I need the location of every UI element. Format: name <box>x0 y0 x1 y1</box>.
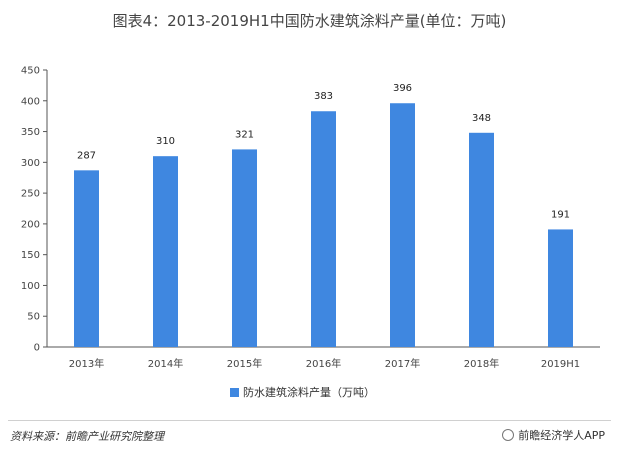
y-tick-label: 50 <box>27 312 40 323</box>
y-tick-label: 0 <box>34 343 40 354</box>
x-tick-label: 2017年 <box>385 357 420 370</box>
bar-value-label: 348 <box>472 113 491 124</box>
x-tick-label: 2014年 <box>148 357 183 370</box>
bar-value-label: 191 <box>551 209 570 220</box>
bar <box>311 111 336 348</box>
bar-chart: 0 50 100 150 200 250 300 350 400 450 287 310 321 383… <box>21 66 600 370</box>
x-tick-label: 2015年 <box>227 357 262 370</box>
brand-logo-icon <box>502 429 515 441</box>
y-tick-label: 350 <box>21 127 40 138</box>
brand-mark: 前瞻经济学人APP <box>502 427 605 443</box>
bar-value-label: 321 <box>235 129 254 140</box>
bar-value-label: 396 <box>393 83 412 94</box>
legend-label: 防水建筑涂料产量（万吨） <box>243 386 375 399</box>
y-tick-label: 150 <box>21 250 40 261</box>
x-tick-label: 2013年 <box>69 357 104 370</box>
bar <box>548 229 573 347</box>
y-tick-label: 250 <box>21 189 40 200</box>
bar <box>232 149 257 347</box>
chart-title: 图表4：2013-2019H1中国防水建筑涂料产量(单位：万吨) <box>112 12 507 30</box>
legend: 防水建筑涂料产量（万吨） <box>230 384 375 400</box>
bar-value-label: 287 <box>77 150 96 161</box>
x-tick-label: 2019H1 <box>541 359 580 370</box>
bar <box>469 132 494 347</box>
bars: 287 310 321 383 396 348 191 <box>74 83 573 348</box>
x-axis-ticks: 2013年 2014年 2015年 2016年 2017年 2018年 2019H1 <box>69 357 580 370</box>
x-tick-label: 2018年 <box>464 357 499 370</box>
y-tick-label: 200 <box>21 219 40 230</box>
y-tick-label: 100 <box>21 281 40 292</box>
y-tick-label: 300 <box>21 158 40 169</box>
legend-swatch <box>230 387 239 397</box>
bar-value-label: 310 <box>156 136 175 147</box>
bar <box>390 103 415 348</box>
y-tick-label: 450 <box>21 66 40 77</box>
bar-value-label: 383 <box>314 91 333 102</box>
y-tick-label: 400 <box>21 96 40 107</box>
source-note: 资料来源：前瞻产业研究院整理 <box>10 430 164 443</box>
bar <box>74 170 99 347</box>
brand-name: 前瞻经济学人APP <box>518 429 605 442</box>
x-tick-label: 2016年 <box>306 357 341 370</box>
bar <box>153 156 178 347</box>
footer-divider <box>8 420 611 421</box>
y-axis-ticks: 0 50 100 150 200 250 300 350 400 450 <box>21 66 47 354</box>
